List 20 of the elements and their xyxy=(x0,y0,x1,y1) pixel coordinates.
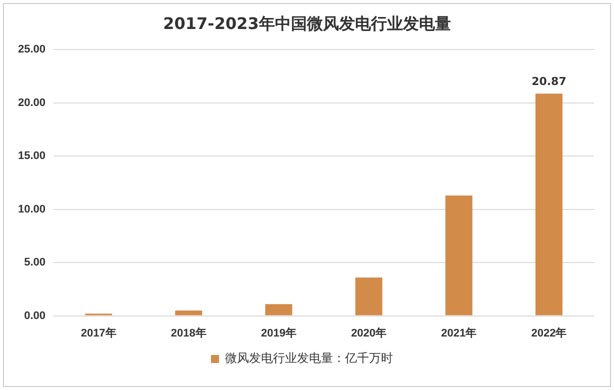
x-tick-label: 2020年 xyxy=(351,326,387,340)
legend-label: 微风发电行业发电量：亿千万时 xyxy=(225,351,393,366)
bar xyxy=(535,94,562,316)
x-tick-label: 2022年 xyxy=(531,326,567,340)
data-label: 20.87 xyxy=(532,74,566,88)
y-tick-label: 0.00 xyxy=(24,310,46,322)
y-tick-label: 5.00 xyxy=(24,256,46,269)
chart-title: 2017-2023年中国微风发电行业发电量 xyxy=(162,13,452,35)
y-tick-label: 20.00 xyxy=(18,96,46,109)
y-tick-label: 25.00 xyxy=(18,44,46,56)
x-tick-label: 2019年 xyxy=(260,326,296,340)
y-tick-label: 15.00 xyxy=(18,150,46,162)
x-tick-label: 2018年 xyxy=(170,326,206,340)
y-tick-label: 10.00 xyxy=(18,203,46,216)
x-tick-label: 2017年 xyxy=(80,326,116,340)
bar xyxy=(265,304,292,316)
bar xyxy=(355,277,382,316)
x-tick-label: 2021年 xyxy=(441,326,477,340)
bar xyxy=(445,195,472,316)
bar xyxy=(175,310,202,316)
